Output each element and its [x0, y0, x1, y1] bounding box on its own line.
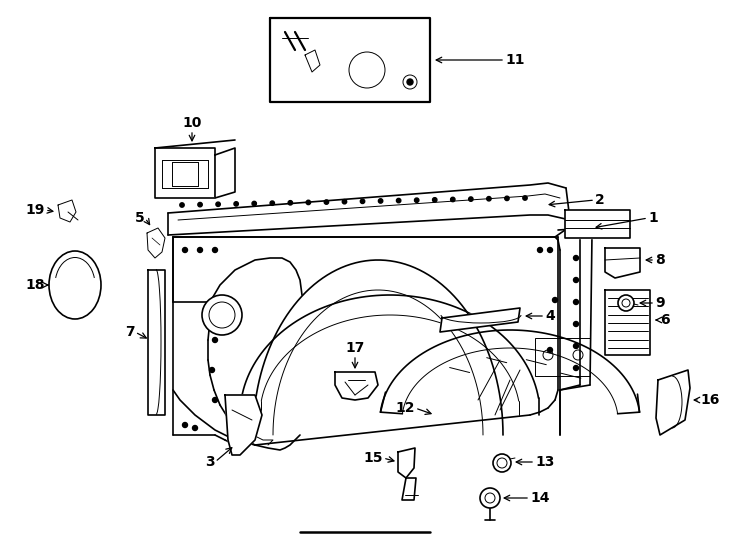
Polygon shape: [147, 228, 165, 258]
Circle shape: [407, 79, 413, 85]
Circle shape: [209, 368, 214, 373]
Text: 18: 18: [26, 278, 45, 292]
Circle shape: [573, 321, 578, 327]
FancyBboxPatch shape: [535, 338, 590, 376]
Circle shape: [432, 198, 437, 202]
Circle shape: [468, 197, 473, 201]
Circle shape: [342, 199, 346, 204]
Circle shape: [415, 198, 419, 202]
Circle shape: [213, 338, 217, 342]
Circle shape: [487, 197, 491, 201]
Circle shape: [618, 295, 634, 311]
Text: 14: 14: [530, 491, 550, 505]
Circle shape: [234, 202, 239, 206]
Polygon shape: [58, 200, 76, 222]
Circle shape: [360, 199, 365, 204]
Text: 19: 19: [26, 203, 45, 217]
Circle shape: [573, 278, 578, 282]
Text: 7: 7: [126, 325, 135, 339]
Polygon shape: [398, 448, 415, 478]
Circle shape: [548, 247, 553, 253]
Text: 5: 5: [135, 211, 145, 225]
Circle shape: [288, 200, 293, 205]
Circle shape: [192, 426, 197, 430]
Text: 13: 13: [535, 455, 554, 469]
Circle shape: [480, 488, 500, 508]
FancyBboxPatch shape: [330, 45, 405, 95]
Circle shape: [324, 200, 329, 204]
Text: 10: 10: [182, 116, 202, 130]
Text: 9: 9: [655, 296, 664, 310]
Circle shape: [202, 295, 242, 335]
Polygon shape: [656, 370, 690, 435]
Polygon shape: [605, 290, 650, 355]
Text: 8: 8: [655, 253, 665, 267]
Polygon shape: [565, 210, 630, 238]
Ellipse shape: [49, 251, 101, 319]
Polygon shape: [605, 248, 640, 278]
Circle shape: [573, 343, 578, 348]
Text: 6: 6: [660, 313, 669, 327]
Circle shape: [270, 201, 275, 205]
Circle shape: [306, 200, 310, 205]
Circle shape: [493, 454, 511, 472]
Circle shape: [183, 422, 187, 428]
Polygon shape: [270, 18, 430, 102]
Circle shape: [198, 202, 203, 207]
Circle shape: [183, 247, 187, 253]
Polygon shape: [148, 270, 165, 415]
Text: 4: 4: [545, 309, 555, 323]
Polygon shape: [402, 478, 416, 500]
Text: 11: 11: [505, 53, 525, 67]
Circle shape: [213, 397, 217, 402]
Polygon shape: [440, 308, 520, 332]
Text: 2: 2: [595, 193, 605, 207]
Circle shape: [197, 247, 203, 253]
Polygon shape: [225, 395, 262, 455]
Circle shape: [548, 348, 553, 353]
Polygon shape: [215, 148, 235, 198]
Circle shape: [573, 255, 578, 260]
Text: 1: 1: [648, 211, 658, 225]
Circle shape: [573, 366, 578, 370]
Circle shape: [523, 196, 527, 200]
Circle shape: [505, 196, 509, 200]
Circle shape: [252, 201, 256, 206]
Polygon shape: [335, 372, 378, 400]
Circle shape: [451, 197, 455, 201]
Text: 3: 3: [206, 455, 215, 469]
Circle shape: [553, 298, 558, 302]
Polygon shape: [155, 148, 215, 198]
Text: 12: 12: [396, 401, 415, 415]
Text: 15: 15: [363, 451, 383, 465]
Text: 17: 17: [345, 341, 365, 355]
Circle shape: [213, 247, 217, 253]
Circle shape: [180, 203, 184, 207]
Circle shape: [573, 300, 578, 305]
Circle shape: [396, 198, 401, 203]
Circle shape: [216, 202, 220, 206]
Circle shape: [379, 199, 382, 203]
Circle shape: [537, 247, 542, 253]
Text: 16: 16: [700, 393, 719, 407]
